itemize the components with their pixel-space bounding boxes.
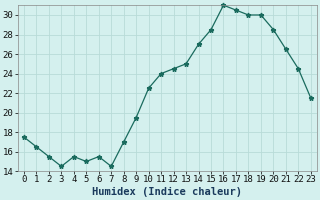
X-axis label: Humidex (Indice chaleur): Humidex (Indice chaleur)	[92, 187, 242, 197]
